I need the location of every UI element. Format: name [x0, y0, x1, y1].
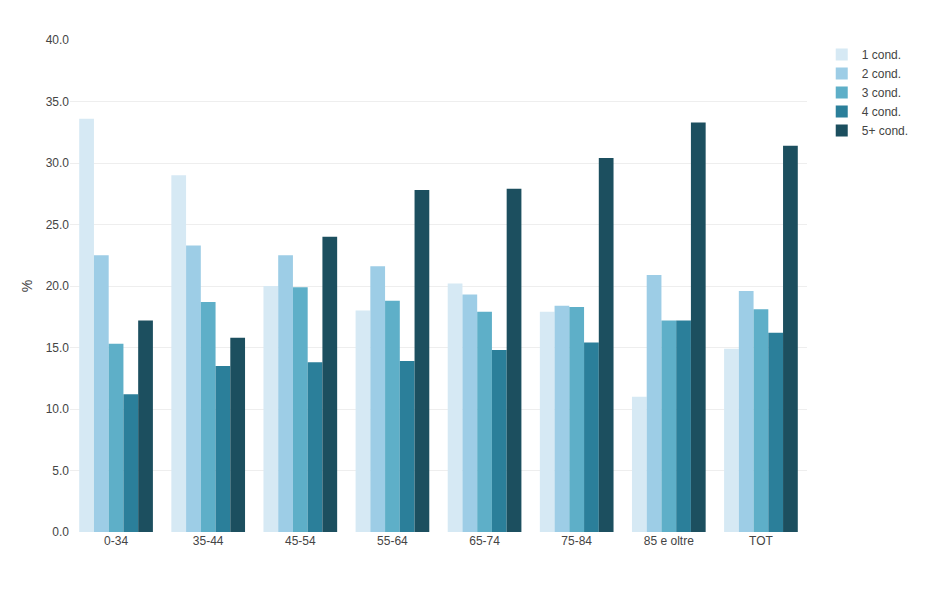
svg-text:5+ cond.: 5+ cond. — [862, 124, 908, 138]
svg-text:85 e oltre: 85 e oltre — [644, 534, 694, 548]
svg-text:3 cond.: 3 cond. — [862, 86, 901, 100]
svg-text:65-74: 65-74 — [469, 534, 500, 548]
svg-text:10.0: 10.0 — [46, 402, 70, 416]
svg-text:20.0: 20.0 — [46, 279, 70, 293]
svg-text:5.0: 5.0 — [52, 464, 69, 478]
svg-text:15.0: 15.0 — [46, 341, 70, 355]
svg-text:1 cond.: 1 cond. — [862, 48, 901, 62]
svg-text:35-44: 35-44 — [193, 534, 224, 548]
svg-text:55-64: 55-64 — [377, 534, 408, 548]
svg-text:4 cond.: 4 cond. — [862, 105, 901, 119]
svg-text:75-84: 75-84 — [561, 534, 592, 548]
svg-text:2 cond.: 2 cond. — [862, 67, 901, 81]
svg-text:TOT: TOT — [749, 534, 773, 548]
svg-text:%: % — [19, 280, 35, 292]
svg-text:35.0: 35.0 — [46, 95, 70, 109]
svg-text:25.0: 25.0 — [46, 218, 70, 232]
svg-text:40.0: 40.0 — [46, 33, 70, 47]
svg-text:0.0: 0.0 — [52, 525, 69, 539]
svg-text:45-54: 45-54 — [285, 534, 316, 548]
svg-text:0-34: 0-34 — [104, 534, 128, 548]
svg-text:30.0: 30.0 — [46, 156, 70, 170]
